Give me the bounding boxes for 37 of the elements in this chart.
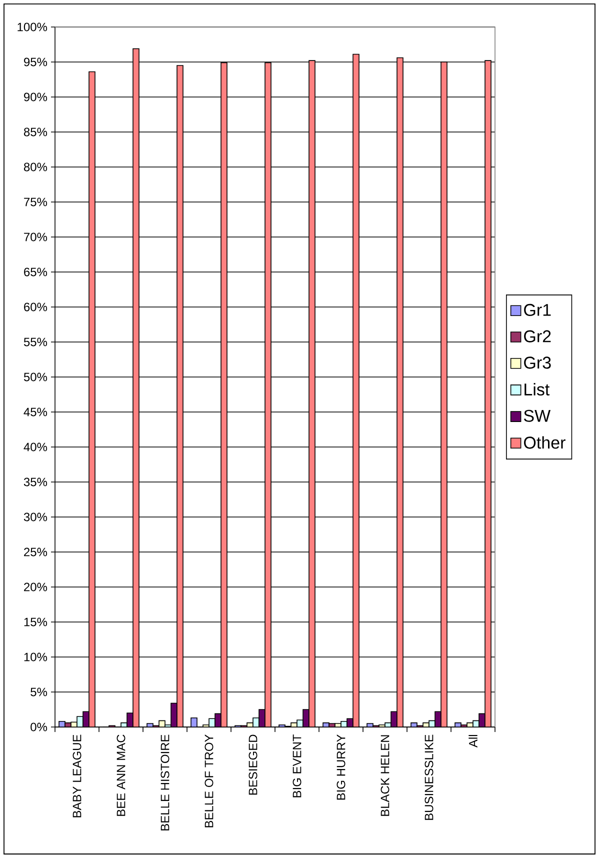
x-tick-label: BELLE HISTOIRE bbox=[160, 734, 170, 830]
x-tick-label: BELLE OF TROY bbox=[204, 734, 214, 828]
x-tick-label: BUSINESSLIKE bbox=[424, 734, 434, 820]
y-tick-label: 85% bbox=[24, 128, 48, 136]
legend-label: Gr2 bbox=[524, 330, 551, 342]
legend-label: Gr3 bbox=[524, 356, 551, 369]
legend-label: SW bbox=[524, 410, 551, 422]
x-tick-label: BEE ANN MAC bbox=[116, 734, 126, 816]
y-tick-label: 90% bbox=[24, 92, 48, 102]
legend-label: Other bbox=[524, 436, 566, 449]
y-tick-label: 10% bbox=[24, 652, 48, 662]
y-tick-label: 65% bbox=[24, 268, 48, 276]
x-tick-label: BABY LEAGUE bbox=[72, 734, 82, 818]
x-tick-label: All bbox=[468, 735, 478, 748]
y-tick-label: 100% bbox=[18, 22, 48, 32]
y-tick-label: 70% bbox=[24, 232, 48, 242]
x-tick-label: BIG EVENT bbox=[292, 734, 302, 798]
x-tick-label: BIG HURRY bbox=[336, 734, 346, 800]
x-tick-label: BLACK HELEN bbox=[380, 735, 390, 816]
y-tick-label: 15% bbox=[24, 618, 48, 626]
x-tick-label: BESIEGED bbox=[248, 734, 258, 795]
y-tick-label: 80% bbox=[24, 162, 48, 172]
y-tick-label: 30% bbox=[24, 512, 48, 522]
legend-label: Gr1 bbox=[524, 304, 551, 316]
y-tick-label: 0% bbox=[30, 722, 48, 732]
y-tick-label: 95% bbox=[24, 58, 48, 66]
y-tick-label: 25% bbox=[24, 548, 48, 556]
legend-label: List bbox=[524, 383, 550, 396]
y-tick-label: 75% bbox=[24, 198, 48, 206]
y-tick-label: 20% bbox=[24, 582, 48, 592]
y-tick-label: 35% bbox=[24, 478, 48, 486]
y-tick-label: 60% bbox=[24, 302, 48, 312]
y-tick-label: 55% bbox=[24, 338, 48, 346]
y-tick-label: 45% bbox=[24, 408, 48, 416]
y-tick-label: 40% bbox=[24, 442, 48, 452]
y-tick-label: 5% bbox=[30, 688, 48, 696]
y-tick-label: 50% bbox=[24, 372, 48, 382]
